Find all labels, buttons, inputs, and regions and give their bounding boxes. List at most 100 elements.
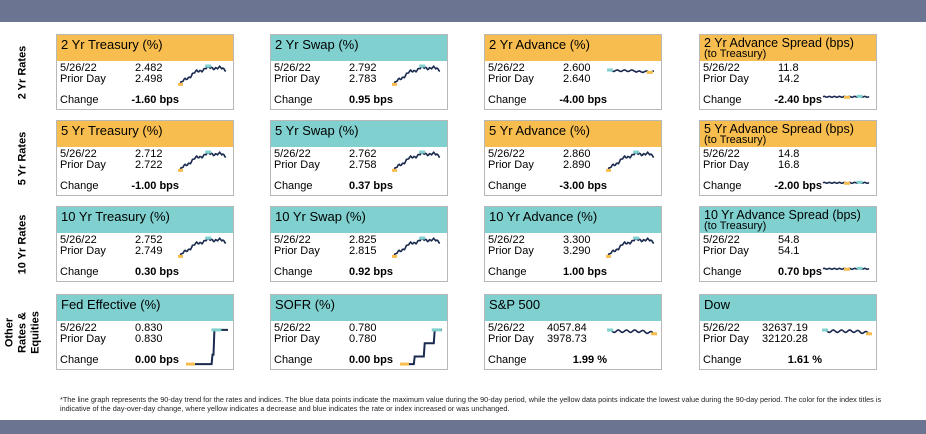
min-point-marker bbox=[186, 362, 195, 366]
trend-line bbox=[393, 236, 441, 257]
trend-sparkline bbox=[607, 68, 655, 74]
max-point-marker bbox=[205, 64, 212, 68]
prior-label: Prior Day bbox=[274, 245, 320, 257]
trend-sparkline bbox=[392, 64, 441, 86]
change-value: -2.00 bps bbox=[774, 180, 822, 192]
prior-value: 2.722 bbox=[135, 159, 163, 171]
trend-sparkline bbox=[178, 64, 227, 86]
prior-value: 2.815 bbox=[349, 245, 377, 257]
current-value: 54.8 bbox=[778, 234, 800, 246]
min-point-marker bbox=[606, 168, 611, 172]
rate-card: 2 Yr Swap (%) 5/26/22 Prior Day Change 2.792… bbox=[270, 34, 448, 110]
card-title-text: 10 Yr Swap (%) bbox=[275, 209, 366, 224]
card-subtitle: (to Treasury) bbox=[704, 48, 767, 60]
card-title: 5 Yr Swap (%) bbox=[271, 121, 447, 147]
change-value: -1.00 bps bbox=[131, 180, 179, 192]
card-title-text: 2 Yr Treasury (%) bbox=[61, 37, 163, 52]
max-point-marker bbox=[419, 64, 426, 68]
prior-label: Prior Day bbox=[703, 159, 749, 171]
change-label: Change bbox=[60, 94, 99, 106]
card-title-text: 5 Yr Advance Spread (bps) bbox=[704, 122, 854, 136]
change-label: Change bbox=[488, 94, 527, 106]
max-point-marker bbox=[607, 68, 614, 72]
trend-line bbox=[179, 236, 227, 257]
max-point-marker bbox=[419, 150, 426, 154]
max-point-marker bbox=[607, 328, 614, 332]
current-value: 2.762 bbox=[349, 148, 377, 160]
row-label-other: Other Rates & Equities bbox=[3, 310, 42, 354]
trend-sparkline bbox=[822, 180, 870, 185]
trend-line bbox=[607, 329, 655, 335]
prior-value: 2.783 bbox=[349, 73, 377, 85]
card-title-text: S&P 500 bbox=[489, 297, 541, 312]
current-value: 2.752 bbox=[135, 234, 163, 246]
date-label: 5/26/22 bbox=[703, 322, 740, 334]
date-label: 5/26/22 bbox=[60, 148, 97, 160]
trend-sparkline bbox=[822, 94, 870, 99]
prior-label: Prior Day bbox=[488, 73, 534, 85]
change-value: -3.00 bps bbox=[559, 180, 607, 192]
min-point-marker bbox=[178, 168, 183, 172]
date-label: 5/26/22 bbox=[60, 62, 97, 74]
trend-sparkline bbox=[607, 328, 657, 336]
prior-label: Prior Day bbox=[60, 333, 106, 345]
trend-line bbox=[607, 150, 655, 171]
change-label: Change bbox=[274, 94, 313, 106]
change-label: Change bbox=[703, 266, 742, 278]
change-value: 0.00 bps bbox=[348, 354, 393, 366]
prior-label: Prior Day bbox=[488, 245, 534, 257]
rate-card: 10 Yr Swap (%) 5/26/22 Prior Day Change 2.82… bbox=[270, 206, 448, 282]
max-point-marker bbox=[211, 328, 222, 332]
card-title-text: 5 Yr Treasury (%) bbox=[61, 123, 163, 138]
card-title-text: SOFR (%) bbox=[275, 297, 335, 312]
current-value: 11.8 bbox=[778, 62, 799, 74]
trend-sparkline bbox=[606, 150, 655, 172]
trend-line bbox=[188, 328, 228, 366]
date-label: 5/26/22 bbox=[274, 62, 311, 74]
card-title: 10 Yr Advance (%) bbox=[485, 207, 661, 233]
change-value: 0.00 bps bbox=[134, 354, 179, 366]
min-point-marker bbox=[392, 168, 397, 172]
trend-sparkline bbox=[822, 328, 872, 336]
change-value: 0.30 bps bbox=[134, 266, 179, 278]
current-value: 3.300 bbox=[563, 234, 591, 246]
rate-card: 2 Yr Advance Spread (bps) (to Treasury) 5/… bbox=[699, 34, 877, 110]
date-label: 5/26/22 bbox=[703, 148, 740, 160]
change-value: -4.00 bps bbox=[559, 94, 607, 106]
card-title: Dow bbox=[700, 295, 876, 321]
date-label: 5/26/22 bbox=[488, 148, 525, 160]
current-value: 4057.84 bbox=[547, 322, 587, 334]
trend-line bbox=[607, 69, 655, 74]
change-label: Change bbox=[274, 354, 313, 366]
date-label: 5/26/22 bbox=[488, 62, 525, 74]
max-point-marker bbox=[419, 236, 426, 240]
current-value: 0.780 bbox=[349, 322, 377, 334]
footnote: *The line graph represents the 90-day tr… bbox=[60, 395, 882, 413]
card-title: 2 Yr Swap (%) bbox=[271, 35, 447, 61]
change-label: Change bbox=[488, 180, 527, 192]
trend-sparkline bbox=[392, 236, 441, 258]
card-title: SOFR (%) bbox=[271, 295, 447, 321]
trend-sparkline bbox=[392, 150, 441, 172]
prior-value: 32120.28 bbox=[762, 333, 808, 345]
rate-card: 5 Yr Advance Spread (bps) (to Treasury) 5/… bbox=[699, 120, 877, 196]
card-title: 2 Yr Advance Spread (bps) (to Treasury) bbox=[700, 35, 876, 61]
card-title-text: Fed Effective (%) bbox=[61, 297, 161, 312]
trend-sparkline bbox=[178, 236, 227, 258]
card-title: 5 Yr Advance (%) bbox=[485, 121, 661, 147]
trend-sparkline bbox=[178, 150, 227, 172]
trend-line bbox=[393, 150, 441, 171]
max-point-marker bbox=[431, 328, 442, 332]
date-label: 5/26/22 bbox=[703, 234, 740, 246]
current-value: 0.830 bbox=[135, 322, 163, 334]
trend-line bbox=[179, 64, 227, 85]
card-title: 10 Yr Swap (%) bbox=[271, 207, 447, 233]
date-label: 5/26/22 bbox=[274, 322, 311, 334]
card-title-text: 10 Yr Advance Spread (bps) bbox=[704, 208, 861, 222]
change-label: Change bbox=[60, 354, 99, 366]
prior-value: 16.8 bbox=[778, 159, 800, 171]
date-label: 5/26/22 bbox=[60, 322, 97, 334]
min-point-marker bbox=[844, 267, 850, 271]
min-point-marker bbox=[844, 95, 850, 99]
change-label: Change bbox=[60, 266, 99, 278]
